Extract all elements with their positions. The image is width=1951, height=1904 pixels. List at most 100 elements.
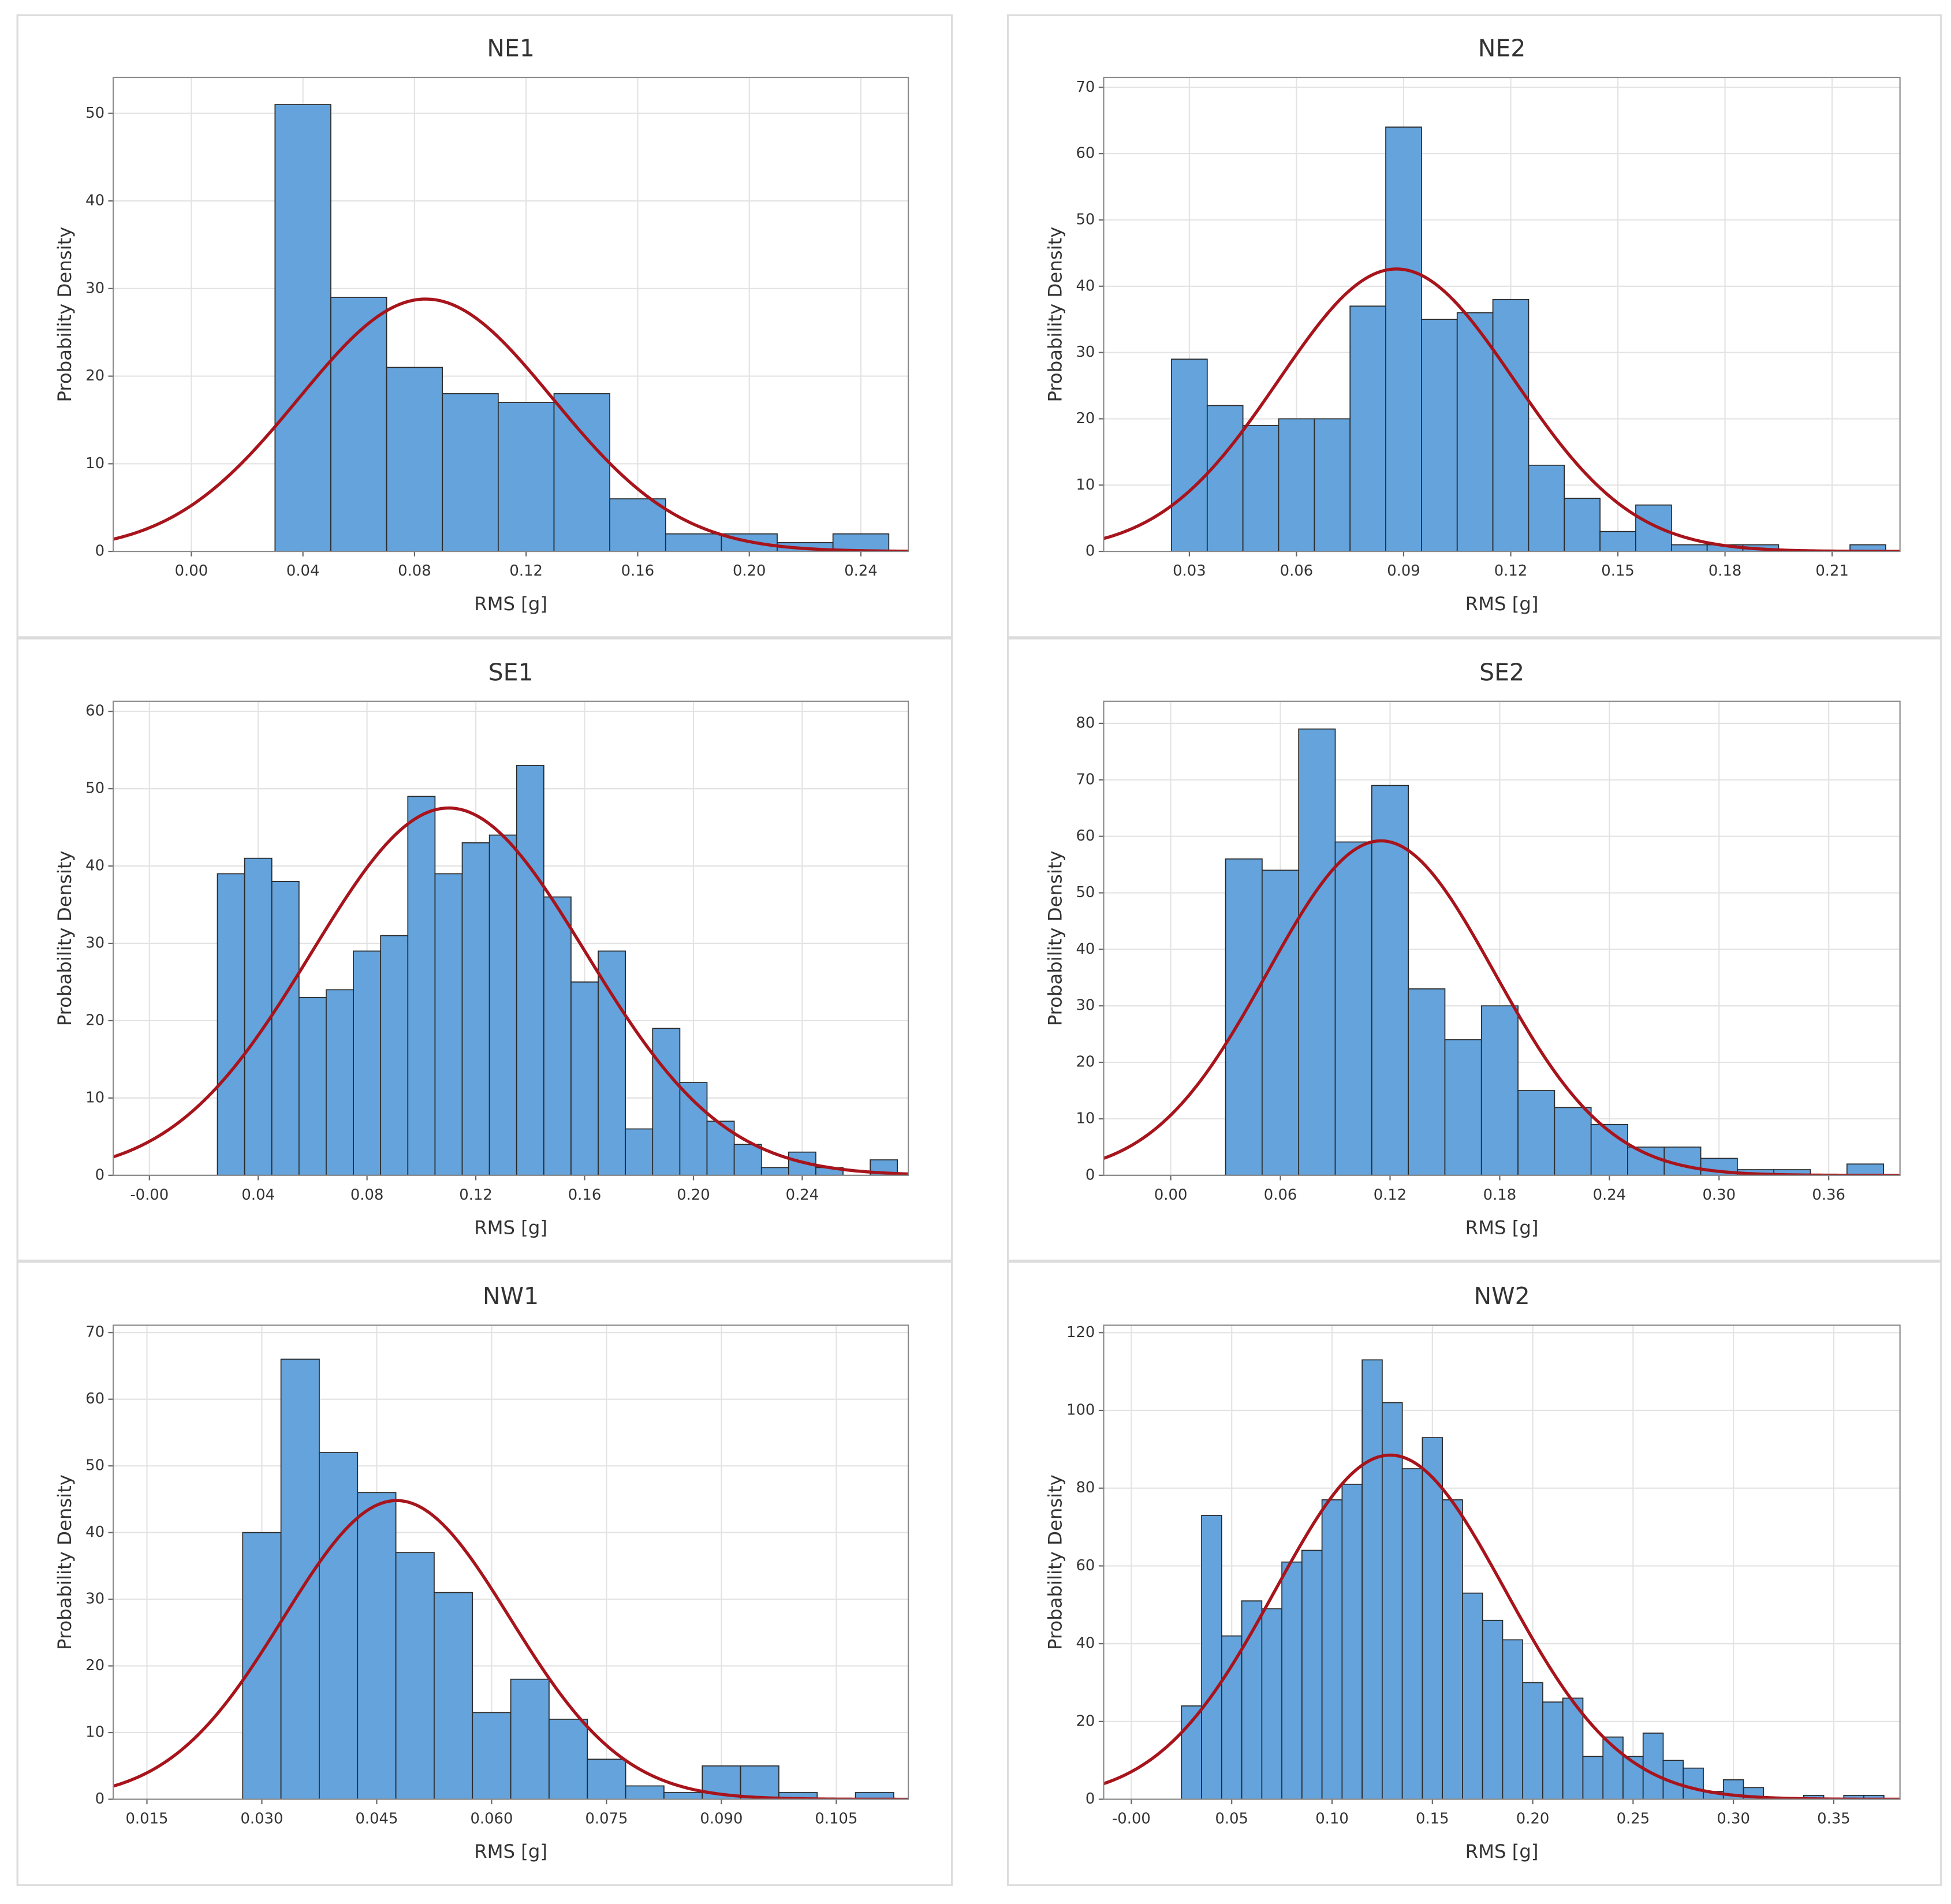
bar xyxy=(319,1452,359,1800)
bar xyxy=(855,1792,894,1800)
y-axis-label: Probability Density xyxy=(1044,850,1066,1026)
y-tick-label: 70 xyxy=(1076,79,1095,96)
bar xyxy=(1314,418,1351,552)
x-tick-label: 0.35 xyxy=(1817,1810,1851,1828)
bar xyxy=(1456,312,1494,552)
fit-curve xyxy=(113,806,909,1175)
bar xyxy=(1683,1767,1704,1800)
bar xyxy=(488,834,517,1175)
bar xyxy=(1562,1697,1584,1800)
x-tick-label: 0.18 xyxy=(1708,562,1742,580)
plot-frame xyxy=(113,1324,909,1800)
bar xyxy=(1321,1499,1343,1800)
bar xyxy=(1442,1499,1463,1800)
bar xyxy=(395,1552,435,1800)
x-tick-label: 0.00 xyxy=(1154,1186,1188,1204)
x-tick-label: 0.16 xyxy=(621,562,655,580)
x-tick-label: 0.015 xyxy=(125,1810,168,1828)
x-tick-label: 0.12 xyxy=(459,1186,493,1204)
y-tick-label: 40 xyxy=(85,857,105,875)
bar xyxy=(1371,785,1409,1175)
bar xyxy=(407,796,436,1175)
bar xyxy=(1542,1701,1564,1800)
x-tick-label: 0.30 xyxy=(1702,1186,1736,1204)
bar xyxy=(1462,1592,1483,1800)
bar xyxy=(280,1358,320,1800)
x-tick-label: 0.24 xyxy=(844,562,878,580)
bar xyxy=(609,498,666,552)
y-tick-label: 0 xyxy=(1085,1166,1095,1184)
x-tick-label: 0.20 xyxy=(677,1186,710,1204)
x-tick-label: 0.15 xyxy=(1416,1810,1449,1828)
y-tick-label: 60 xyxy=(1076,145,1095,162)
x-tick-label: 0.20 xyxy=(1516,1810,1550,1828)
bar xyxy=(665,533,722,552)
x-tick-label: 0.04 xyxy=(286,562,320,580)
chart-title: NE1 xyxy=(487,35,535,62)
bar xyxy=(357,1492,397,1800)
plot xyxy=(1103,126,1900,552)
bar xyxy=(353,950,382,1175)
bar xyxy=(516,765,544,1175)
y-tick-label: 70 xyxy=(1076,771,1095,788)
plot-frame xyxy=(1103,76,1901,552)
y-tick-label: 30 xyxy=(1076,997,1095,1014)
x-axis-label: RMS [g] xyxy=(474,1840,547,1862)
y-axis-label: Probability Density xyxy=(54,227,76,402)
x-tick-label: -0.00 xyxy=(1112,1810,1151,1828)
bar xyxy=(1480,1005,1519,1175)
y-tick-label: 60 xyxy=(85,1390,105,1408)
bar xyxy=(1492,298,1530,552)
x-tick-label: 0.25 xyxy=(1617,1810,1650,1828)
bar xyxy=(570,981,599,1175)
y-tick-label: 50 xyxy=(85,1457,105,1474)
bar xyxy=(733,1144,762,1175)
y-tick-label: 10 xyxy=(1076,476,1095,494)
x-tick-label: 0.06 xyxy=(1280,562,1314,580)
x-axis-label: RMS [g] xyxy=(474,1216,547,1238)
bar xyxy=(1627,1147,1665,1175)
bar xyxy=(1298,728,1336,1175)
bar xyxy=(1262,869,1300,1175)
fit-curve xyxy=(113,297,909,552)
plot xyxy=(1103,1359,1900,1800)
x-tick-label: 0.08 xyxy=(350,1186,384,1204)
x-tick-label: 0.16 xyxy=(568,1186,602,1204)
bar xyxy=(1401,1468,1423,1800)
y-tick-label: 0 xyxy=(95,543,105,560)
y-tick-label: 30 xyxy=(85,1591,105,1608)
y-axis-label: Probability Density xyxy=(1044,1474,1066,1650)
y-tick-label: 0 xyxy=(1085,543,1095,560)
y-tick-label: 10 xyxy=(85,1724,105,1741)
x-tick-label: 0.05 xyxy=(1215,1810,1248,1828)
bar xyxy=(553,393,611,552)
y-tick-label: 40 xyxy=(85,1524,105,1541)
fit-curve xyxy=(1103,267,1900,552)
bar xyxy=(1846,1163,1885,1175)
fit-curve xyxy=(113,1499,909,1800)
y-tick-label: 120 xyxy=(1066,1324,1095,1341)
x-tick-label: 0.060 xyxy=(470,1810,513,1828)
bar xyxy=(1242,425,1279,552)
bar xyxy=(1635,504,1672,552)
bar xyxy=(1201,1514,1222,1800)
y-tick-label: 70 xyxy=(85,1324,105,1341)
bar xyxy=(1554,1107,1592,1175)
bar xyxy=(1334,841,1372,1175)
chart-title: NW1 xyxy=(483,1282,539,1310)
bar xyxy=(1349,305,1386,552)
y-tick-label: 20 xyxy=(85,1657,105,1674)
bar xyxy=(1502,1639,1524,1800)
y-tick-label: 30 xyxy=(85,279,105,297)
y-tick-label: 20 xyxy=(1076,1712,1095,1730)
plot xyxy=(113,104,909,552)
bar xyxy=(1278,418,1315,552)
fit-curve xyxy=(1103,839,1900,1175)
x-axis-label: RMS [g] xyxy=(1465,593,1539,615)
bar xyxy=(587,1759,626,1800)
y-tick-label: 40 xyxy=(1076,1635,1095,1652)
bar xyxy=(663,1792,703,1800)
x-tick-label: 0.090 xyxy=(700,1810,743,1828)
bar xyxy=(679,1082,708,1175)
bar xyxy=(760,1167,789,1175)
